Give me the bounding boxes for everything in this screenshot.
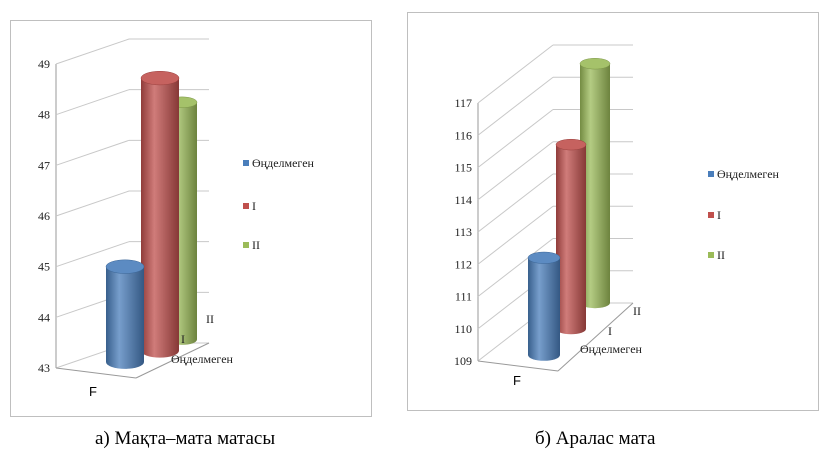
y-tick-label: 115: [454, 161, 472, 175]
y-tick-label: 44: [38, 310, 50, 324]
y-tick-label: 48: [38, 108, 50, 122]
cylinder-top: [140, 70, 180, 86]
cylinder-bar-ii: [580, 63, 610, 309]
y-tick-label: 112: [454, 257, 472, 271]
chart-cotton: 43444546474849ӨңделмегенIIIFӨңделмегенII…: [38, 38, 315, 399]
cylinder-top: [555, 138, 587, 151]
gridline-side: [477, 109, 554, 168]
gridline-side: [477, 205, 554, 265]
legend-swatch: [243, 242, 249, 248]
floor-side-edge: [557, 302, 634, 372]
y-tick-label: 110: [454, 322, 472, 336]
cylinder-bar-i: [556, 144, 586, 335]
gridline-side: [477, 141, 554, 201]
chart-panel-mixed: 109 110 111 112 113 114 115 116 117 Өңделмеген I II…: [407, 12, 819, 411]
floor-front-edge: [55, 367, 137, 379]
cylinder-top: [527, 251, 561, 264]
legend-label: Өңделмеген: [717, 167, 780, 181]
floor-side-edge: [135, 342, 210, 379]
depth-axis-label: I: [181, 332, 185, 346]
legend-label: II: [717, 248, 725, 262]
y-tick-label: 45: [38, 260, 50, 274]
gridline-side: [55, 139, 130, 166]
depth-axis-label: Өңделмеген: [171, 352, 234, 366]
y-tick-label: 109: [454, 354, 472, 368]
y-tick-label: 113: [454, 225, 472, 239]
depth-axis-label: II: [206, 312, 214, 326]
legend-swatch: [243, 203, 249, 209]
gridline-side: [477, 238, 554, 297]
chart-mixed: 109110111112113114115116117ӨңделмегенIII…: [454, 44, 780, 388]
x-category-label: F: [513, 373, 521, 388]
y-tick-label: 111: [455, 290, 472, 304]
y-tick-label: 46: [38, 209, 50, 223]
gridline-side: [55, 89, 130, 116]
legend-swatch: [243, 160, 249, 166]
y-tick-label: 117: [454, 96, 472, 110]
gridline-side: [477, 76, 554, 136]
legend-swatch: [708, 212, 714, 218]
legend-swatch: [708, 252, 714, 258]
depth-axis-label: Өңделмеген: [580, 342, 643, 356]
cylinder-top: [579, 58, 611, 70]
y-tick-label: 116: [454, 128, 472, 142]
legend-swatch: [708, 171, 714, 177]
gridline-side: [55, 38, 130, 65]
cylinder-bar-untreated: [528, 257, 560, 361]
caption-mixed: б) Аралас мата: [535, 428, 656, 449]
y-tick-label: 47: [38, 158, 50, 172]
depth-axis-label: II: [633, 304, 641, 318]
gridline-side: [477, 173, 554, 233]
gridline-side: [477, 44, 554, 104]
gridline-side: [55, 241, 130, 268]
legend-label: I: [717, 208, 721, 222]
caption-cotton: а) Мақта–мата матасы: [95, 428, 276, 449]
x-category-label: F: [89, 384, 97, 399]
floor-front-edge: [477, 360, 559, 372]
gridline-side: [55, 190, 130, 217]
depth-axis-label: I: [608, 324, 612, 338]
cylinder-bar-i: [141, 78, 179, 358]
legend-label: Өңделмеген: [252, 156, 315, 170]
cylinder-bar-untreated: [106, 266, 144, 369]
legend-label: II: [252, 238, 260, 252]
legend-label: I: [252, 199, 256, 213]
y-tick-label: 43: [38, 361, 50, 375]
y-tick-label: 114: [454, 193, 472, 207]
cylinder-top: [105, 259, 145, 274]
chart-panel-cotton: 43 44 45 46 47 48 49 Өңделмеген I II F Өңделмеген I I…: [10, 20, 372, 417]
y-tick-label: 49: [38, 57, 50, 71]
